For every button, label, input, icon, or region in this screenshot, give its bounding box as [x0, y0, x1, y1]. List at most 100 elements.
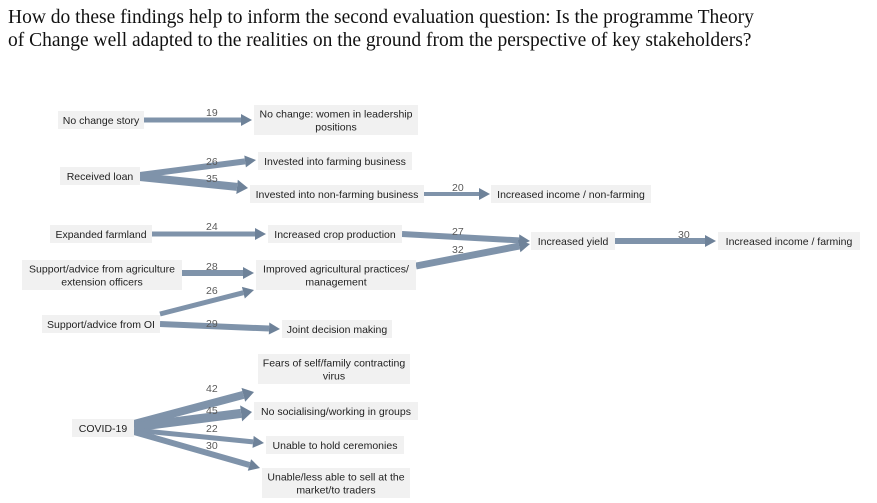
node-no-change-story: No change story	[58, 111, 144, 129]
node-crop-production: Increased crop production	[268, 225, 402, 243]
link-count: 42	[206, 383, 218, 395]
node-label: No change story	[63, 115, 140, 127]
node-label: positions	[315, 122, 356, 134]
link-count: 22	[206, 423, 218, 435]
node-label: Joint decision making	[287, 324, 388, 336]
node-box	[60, 167, 140, 185]
node-expanded-farmland: Expanded farmland	[50, 225, 152, 243]
arrow-head	[243, 267, 254, 279]
node-box	[258, 354, 410, 384]
link-count: 20	[452, 182, 464, 194]
node-label: Expanded farmland	[55, 229, 146, 241]
node-label: extension officers	[61, 277, 143, 289]
node-invested-non-farming: Invested into non-farming business	[250, 185, 424, 203]
page-title: How do these findings help to inform the…	[8, 6, 873, 52]
node-box	[250, 185, 424, 203]
node-box	[254, 105, 418, 135]
arrow-head	[244, 155, 256, 168]
node-box	[282, 320, 392, 338]
link-band	[133, 429, 251, 468]
node-income-non-farming: Increased income / non-farming	[491, 185, 651, 203]
arrow-head	[705, 235, 716, 247]
node-box	[491, 185, 651, 203]
link-covid-fears	[132, 387, 254, 428]
link-oi-joint	[159, 321, 280, 335]
question-line-1: How do these findings help to inform the…	[8, 7, 754, 28]
link-agri-practices	[182, 267, 254, 279]
link-count: 26	[206, 285, 218, 297]
node-box	[42, 315, 160, 333]
node-label: market/to traders	[296, 485, 375, 497]
nodes-layer: No change story No change: women in leade…	[22, 105, 860, 498]
arrow-head	[252, 435, 264, 448]
arrow-head	[241, 286, 254, 299]
link-band	[139, 158, 246, 178]
node-income-farming: Increased income / farming	[718, 232, 860, 250]
node-covid: COVID-19	[72, 419, 134, 437]
node-label: COVID-19	[79, 423, 128, 435]
node-box	[50, 225, 152, 243]
node-box	[258, 152, 412, 170]
node-invested-farming: Invested into farming business	[258, 152, 412, 170]
node-box	[718, 232, 860, 250]
arrow-head	[247, 459, 260, 471]
node-label: Support/advice from OI	[47, 319, 155, 331]
node-label: No change: women in leadership	[260, 109, 413, 121]
link-band	[133, 408, 242, 432]
node-support-oi: Support/advice from OI	[42, 315, 160, 333]
link-count: 32	[452, 244, 464, 256]
link-band	[159, 290, 244, 317]
link-band	[139, 173, 238, 191]
node-label: Fears of self/family contracting	[263, 358, 406, 370]
link-nonfarm-income	[424, 188, 490, 200]
node-label: Improved agricultural practices/	[263, 264, 409, 276]
node-label: Increased yield	[538, 236, 609, 248]
arrow-head	[240, 405, 252, 422]
arrow-head	[518, 239, 530, 253]
node-box	[266, 436, 404, 454]
node-label: virus	[323, 371, 345, 383]
node-label: Increased income / farming	[726, 236, 853, 248]
node-box	[262, 468, 410, 498]
arrow-head	[241, 387, 254, 402]
link-yield-income	[615, 235, 716, 247]
node-label: management	[305, 277, 366, 289]
counts-layer: 19 26 35 20 24 27 32 30 28 26 29 42 45 22 30	[206, 107, 690, 452]
arrow-head	[255, 228, 266, 240]
link-practices-yield	[415, 239, 530, 270]
node-box	[58, 111, 144, 129]
link-count: 30	[206, 440, 218, 452]
link-count: 29	[206, 318, 218, 330]
arrow-head	[241, 114, 252, 126]
node-box	[72, 419, 134, 437]
link-count: 26	[206, 156, 218, 168]
node-sell-market: Unable/less able to sell at themarket/to…	[262, 468, 410, 498]
node-label: Invested into farming business	[264, 156, 406, 168]
link-count: 27	[452, 226, 464, 238]
node-label: No socialising/working in groups	[261, 406, 411, 418]
node-label: Invested into non-farming business	[256, 189, 419, 201]
link-band	[401, 231, 520, 244]
node-label: Increased crop production	[274, 229, 396, 241]
link-nochange	[144, 114, 252, 126]
node-label: Unable/less able to sell at the	[267, 472, 404, 484]
node-box	[254, 402, 418, 420]
node-box	[22, 260, 182, 290]
node-label: Unable to hold ceremonies	[273, 440, 398, 452]
node-label: Received loan	[67, 171, 134, 183]
link-loan-farm	[139, 155, 256, 178]
node-label: Increased income / non-farming	[497, 189, 645, 201]
node-ceremonies: Unable to hold ceremonies	[266, 436, 404, 454]
node-received-loan: Received loan	[60, 167, 140, 185]
node-increased-yield: Increased yield	[531, 232, 615, 250]
node-joint-decision: Joint decision making	[282, 320, 392, 338]
link-count: 28	[206, 261, 218, 273]
link-band	[415, 242, 520, 270]
link-count: 45	[206, 405, 218, 417]
links-layer	[132, 114, 716, 471]
link-oi-practices	[159, 286, 254, 317]
link-band	[159, 321, 270, 332]
